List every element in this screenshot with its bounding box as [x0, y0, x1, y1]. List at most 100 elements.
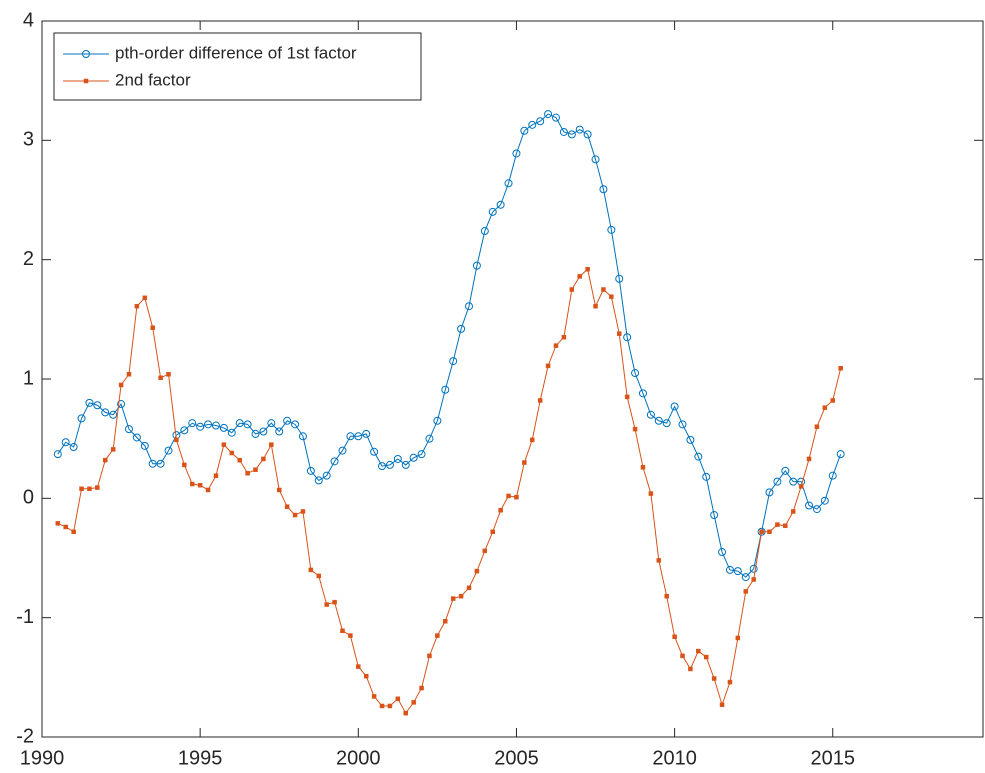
marker — [134, 303, 140, 309]
marker — [213, 473, 219, 478]
marker — [733, 567, 742, 576]
legend-marker — [82, 50, 90, 58]
marker — [324, 602, 329, 607]
marker — [458, 593, 464, 599]
marker — [593, 303, 598, 309]
marker — [227, 428, 236, 437]
marker — [575, 125, 584, 134]
marker — [601, 287, 606, 292]
marker — [261, 456, 266, 462]
marker — [638, 389, 647, 398]
marker — [751, 577, 756, 582]
marker — [806, 456, 812, 462]
marker — [378, 462, 387, 471]
marker — [283, 416, 292, 425]
marker — [332, 599, 337, 605]
marker — [348, 633, 353, 638]
marker — [838, 366, 843, 371]
marker — [567, 130, 576, 139]
marker — [427, 653, 432, 659]
marker — [822, 405, 828, 410]
marker — [805, 501, 814, 510]
marker — [237, 457, 242, 463]
marker — [727, 679, 733, 685]
y-tick-label: 2 — [23, 248, 34, 270]
marker — [433, 416, 442, 425]
marker — [188, 419, 197, 428]
legend: pth-order difference of 1st factor 2nd fa… — [53, 32, 422, 101]
marker — [790, 509, 796, 514]
series-line — [57, 113, 842, 578]
marker — [710, 511, 719, 520]
marker — [480, 227, 489, 236]
marker — [553, 343, 559, 348]
marker — [409, 453, 418, 462]
marker — [340, 628, 345, 634]
marker — [174, 437, 179, 443]
marker — [401, 460, 410, 469]
marker — [559, 127, 568, 136]
marker — [117, 400, 126, 409]
marker — [662, 419, 671, 428]
marker — [789, 477, 798, 486]
marker — [617, 331, 622, 336]
marker — [197, 482, 203, 488]
legend-marker — [83, 78, 89, 84]
legend-label: pth-order difference of 1st factor — [115, 43, 357, 62]
marker — [474, 568, 480, 574]
marker — [118, 382, 124, 388]
marker — [536, 117, 545, 126]
marker — [820, 496, 829, 505]
marker — [530, 437, 535, 443]
marker — [609, 294, 614, 299]
marker — [267, 419, 276, 428]
marker — [482, 548, 488, 554]
marker — [419, 685, 424, 691]
marker — [284, 504, 290, 509]
y-tick-label: -1 — [16, 606, 34, 628]
marker — [672, 634, 677, 640]
marker — [520, 126, 529, 135]
marker — [140, 441, 149, 450]
marker — [110, 447, 116, 452]
x-tick-label: 2005 — [494, 747, 539, 769]
marker — [694, 452, 703, 461]
marker — [759, 529, 764, 534]
marker — [425, 434, 434, 443]
y-tick-label: 3 — [23, 129, 34, 151]
marker — [205, 487, 211, 493]
marker — [654, 416, 663, 425]
marker — [253, 467, 258, 472]
marker — [640, 465, 646, 470]
marker — [322, 471, 331, 480]
marker — [61, 438, 70, 447]
marker — [828, 471, 837, 480]
x-tick-label: 1995 — [178, 747, 223, 769]
marker — [488, 207, 497, 216]
marker — [466, 585, 472, 591]
marker — [544, 110, 553, 119]
marker — [166, 371, 171, 377]
marker — [79, 486, 84, 492]
marker — [385, 460, 394, 469]
marker — [298, 432, 307, 441]
marker — [71, 529, 76, 534]
marker — [53, 450, 62, 459]
marker — [678, 420, 687, 429]
marker — [150, 325, 155, 330]
marker — [124, 425, 133, 434]
marker — [204, 420, 213, 429]
y-tick-label: 0 — [23, 487, 34, 509]
marker — [490, 529, 495, 534]
marker — [371, 694, 377, 699]
marker — [512, 149, 521, 158]
marker — [182, 462, 187, 468]
marker — [472, 261, 481, 270]
marker — [346, 432, 355, 441]
marker — [395, 696, 401, 702]
x-tick-label: 2015 — [811, 747, 856, 769]
marker — [362, 429, 371, 438]
marker — [316, 573, 322, 579]
marker — [87, 486, 92, 492]
